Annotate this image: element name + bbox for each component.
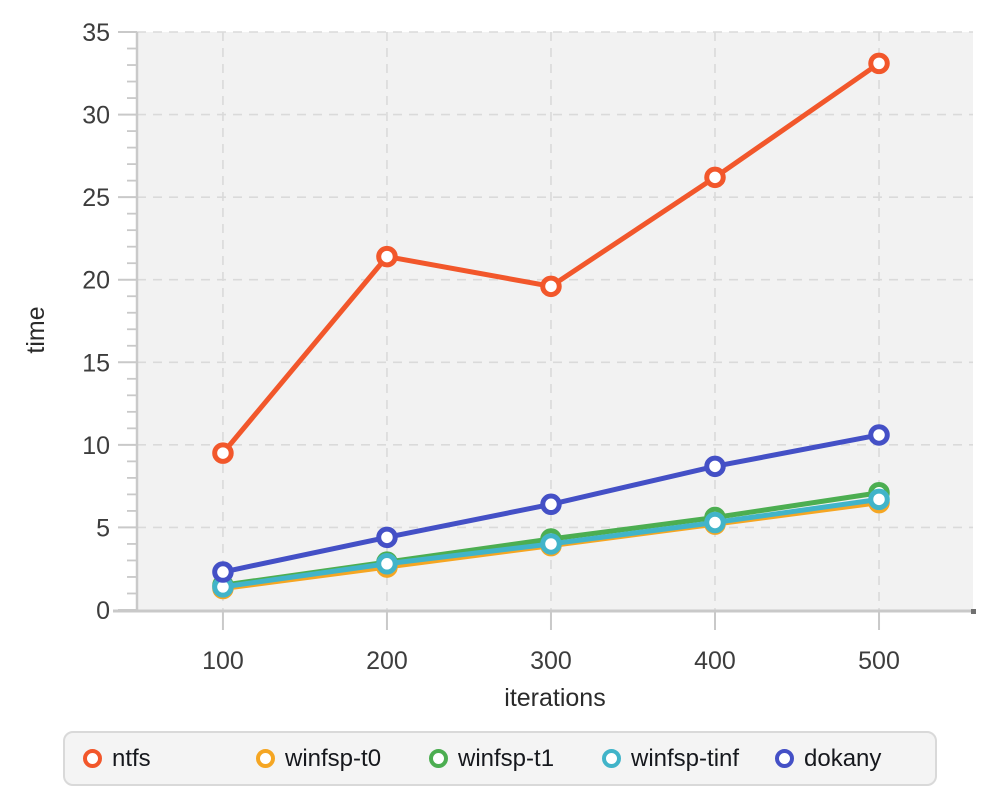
data-point-ntfs-200[interactable]: [376, 245, 398, 268]
winfsp-tinf-series-marker-icon: [602, 749, 621, 768]
plot-area: [137, 32, 973, 610]
data-point-ntfs-500[interactable]: [868, 52, 890, 75]
winfsp-t1-series-marker-icon: [429, 749, 448, 768]
data-point-ntfs-100[interactable]: [212, 442, 234, 464]
legend-label: winfsp-tinf: [631, 744, 740, 772]
data-point-winfsp-tinf-500[interactable]: [868, 488, 890, 511]
data-point-winfsp-tinf-400[interactable]: [704, 511, 726, 534]
y-tick-label: 0: [96, 597, 110, 625]
x-axis-title: iterations: [504, 684, 605, 712]
x-tick-label: 500: [858, 647, 900, 675]
y-axis-title: time: [22, 306, 50, 353]
y-tick-label: 25: [82, 184, 110, 212]
legend-label: winfsp-t1: [458, 744, 555, 772]
ntfs-series-marker-icon: [83, 749, 102, 768]
data-point-dokany-400[interactable]: [704, 455, 726, 478]
legend-item-winfsp-t1[interactable]: winfsp-t1: [429, 744, 602, 772]
chart-legend: ntfs winfsp-t0 winfsp-t1 winfsp-tinf dok…: [63, 731, 937, 786]
y-tick-label: 10: [82, 432, 110, 460]
y-tick-label: 15: [82, 349, 110, 377]
y-tick-label: 5: [96, 514, 110, 542]
legend-item-winfsp-tinf[interactable]: winfsp-tinf: [602, 744, 775, 772]
x-tick-label: 300: [530, 647, 572, 675]
data-point-ntfs-300[interactable]: [540, 275, 562, 298]
x-tick-label: 200: [366, 647, 408, 675]
data-point-dokany-500[interactable]: [868, 424, 890, 446]
y-tick-label: 30: [82, 102, 110, 130]
data-point-dokany-300[interactable]: [540, 493, 562, 516]
data-point-dokany-200[interactable]: [376, 526, 398, 549]
legend-item-dokany[interactable]: dokany: [775, 744, 882, 772]
data-point-ntfs-400[interactable]: [704, 166, 726, 189]
data-point-winfsp-tinf-300[interactable]: [540, 533, 562, 555]
legend-label: winfsp-t0: [285, 744, 382, 772]
x-tick-label: 400: [694, 647, 736, 675]
legend-label: ntfs: [112, 744, 151, 772]
winfsp-t0-series-marker-icon: [256, 749, 275, 768]
y-tick-label: 35: [82, 19, 110, 47]
data-point-dokany-100[interactable]: [212, 561, 234, 583]
data-point-winfsp-tinf-200[interactable]: [376, 553, 398, 575]
x-axis-end-cap: [971, 609, 976, 614]
y-tick-label: 20: [82, 267, 110, 295]
dokany-series-marker-icon: [775, 749, 794, 768]
legend-label: dokany: [804, 744, 882, 772]
legend-item-winfsp-t0[interactable]: winfsp-t0: [256, 744, 429, 772]
x-tick-label: 100: [202, 647, 244, 675]
legend-item-ntfs[interactable]: ntfs: [83, 744, 256, 772]
